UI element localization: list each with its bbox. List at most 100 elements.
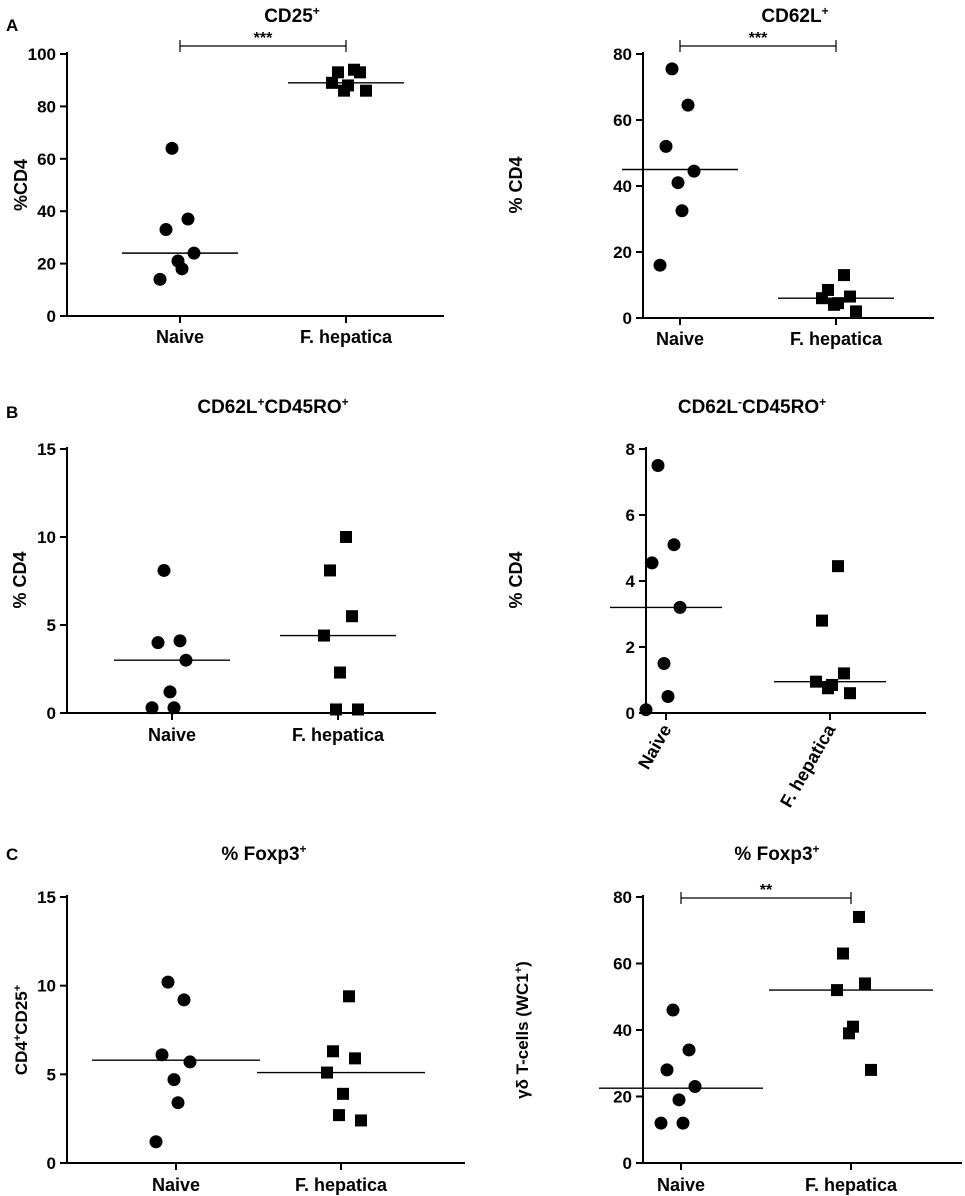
superscript: + [342,395,349,409]
superscript: + [300,842,307,856]
y-tick-label: 15 [37,888,56,907]
x-category-label: F. hepatica [295,1175,388,1195]
significance-label: *** [254,30,273,47]
y-tick-label: 8 [626,440,635,459]
y-tick-label: 20 [613,243,632,262]
data-point-circle [666,1003,680,1017]
title-part: CD62L [678,397,739,418]
data-point-square [850,305,862,318]
panel-label-a: A [6,16,18,35]
data-point-circle [167,701,181,715]
data-point-circle [163,685,177,699]
data-point-circle [654,1116,668,1130]
y-tick-label: 40 [613,177,632,196]
y-axis-label: CD4+CD25+ [12,985,31,1075]
data-point-circle [651,459,665,472]
y-axis-label: γδ T-cells (WC1+) [513,961,532,1099]
y-tick-label: 0 [623,309,632,328]
data-point-square [822,682,834,695]
y-axis-label: % CD4 [506,551,526,608]
panel-label-c: C [6,845,18,864]
data-point-circle [151,636,165,650]
data-point-square [838,269,850,282]
data-point-circle [675,204,689,218]
y-tick-label: 0 [47,1154,56,1173]
y-tick-label: 6 [626,506,635,525]
data-point-circle [682,1043,696,1057]
superscript: + [513,967,525,973]
data-point-square [844,687,856,700]
data-point-square [844,290,856,303]
data-point-circle [667,538,681,552]
data-point-square [349,1052,361,1065]
title-part: CD4 [12,1041,31,1076]
data-point-circle [672,1093,686,1107]
y-tick-label: 60 [37,150,56,169]
data-point-circle [653,258,667,272]
data-point-circle [183,1055,197,1069]
data-point-square [355,1114,367,1127]
title-part: % Foxp3 [221,844,299,865]
chart-title: CD25+ [264,4,320,27]
data-point-square [340,531,352,543]
data-point-square [838,667,850,680]
data-point-square [837,947,849,960]
chart-title: CD62L+CD45RO+ [197,395,348,418]
data-point-circle [681,98,695,112]
y-tick-label: 2 [626,638,635,657]
significance-label: *** [749,30,768,47]
superscript: + [813,842,820,856]
title-part: CD62L [197,397,258,418]
title-part: CD25 [264,6,313,27]
y-tick-label: 100 [28,45,56,64]
y-tick-label: 0 [47,704,56,723]
superscript: + [819,395,826,409]
x-category-label: F. hepatica [292,725,385,745]
data-point-circle [660,1063,674,1077]
data-point-square [333,1109,345,1122]
data-point-square [360,84,372,97]
superscript: + [822,4,829,18]
data-point-square [338,84,350,97]
y-tick-label: 20 [37,255,56,274]
y-tick-label: 5 [47,1065,56,1084]
data-point-circle [175,262,189,276]
y-tick-label: 60 [613,111,632,130]
title-part: CD45RO [265,397,342,418]
chart-title: CD62L+ [761,4,828,27]
data-point-square [828,298,840,311]
y-tick-label: 80 [613,888,632,907]
data-point-square [343,990,355,1003]
y-tick-label: 0 [623,1154,632,1173]
y-tick-label: 0 [626,704,635,723]
y-tick-label: 15 [37,440,56,459]
data-point-circle [157,563,171,577]
data-point-circle [657,657,671,670]
data-point-square [337,1087,349,1100]
y-tick-label: 80 [613,45,632,64]
data-point-circle [659,139,673,153]
chart-title: % Foxp3+ [221,842,306,865]
data-point-circle [676,1116,690,1130]
x-category-label: F. hepatica [300,327,393,347]
y-tick-label: 60 [613,955,632,974]
data-point-circle [155,1048,169,1062]
data-point-circle [161,975,175,989]
superscript: + [12,1035,24,1041]
data-point-circle [173,634,187,648]
x-category-label: Naive [634,721,675,773]
data-point-square [327,1045,339,1058]
y-tick-label: 40 [613,1021,632,1040]
data-point-circle [149,1135,163,1149]
data-point-circle [153,272,167,286]
x-category-label: F. hepatica [790,329,883,349]
data-point-circle [665,62,679,76]
y-axis-label: % CD4 [10,551,30,608]
y-tick-label: 80 [37,97,56,116]
data-point-circle [171,1096,185,1110]
